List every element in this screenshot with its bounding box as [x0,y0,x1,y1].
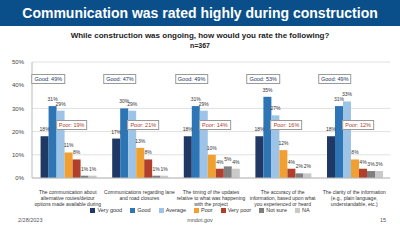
svg-text:18%: 18% [326,126,337,132]
html-text:While construction was ongoing: While construction was ongoing, how woul… [70,31,330,40]
html-text:n=367: n=367 [190,42,210,49]
html-text:Poor: 12%: Poor: 12% [345,122,371,128]
svg-text:27%: 27% [270,105,281,111]
html-text:Communication was rated highly: Communication was rated highly during co… [22,5,378,21]
html-text:2/28/2023: 2/28/2023 [18,217,43,223]
svg-text:8%: 8% [145,149,153,155]
svg-text:0%: 0% [15,175,24,181]
svg-text:1%: 1% [89,166,97,172]
svg-text:4%: 4% [232,159,240,165]
svg-text:33%: 33% [342,91,353,97]
html-text:Poor: 16%: Poor: 16% [273,122,300,128]
html-text:Good: 49%: Good: 49% [177,76,206,82]
html-text:Average: Average [165,207,186,213]
svg-text:29%: 29% [127,101,138,107]
svg-text:The clarity of the information: The clarity of the information(e.g., pla… [323,189,386,207]
html-text:Good: 49%: Good: 49% [321,76,349,82]
svg-text:8%: 8% [73,149,81,155]
html-text:Poor: 21%: Poor: 21% [130,122,157,128]
html-text:Not sure: Not sure [266,207,287,213]
html-text:Poor: 14%: Poor: 14% [202,122,228,128]
svg-text:1%: 1% [153,166,161,172]
svg-text:10%: 10% [12,152,25,158]
svg-text:29%: 29% [199,101,210,107]
svg-text:8%: 8% [351,149,359,155]
html-text:Poor: Poor [201,207,213,213]
svg-text:13%: 13% [135,138,146,144]
svg-text:4%: 4% [288,159,296,165]
svg-text:50%: 50% [12,59,25,65]
svg-text:11%: 11% [64,142,74,148]
svg-text:2%: 2% [296,163,304,169]
svg-text:1%: 1% [161,166,169,172]
html-text:Good: 47%: Good: 47% [106,76,134,82]
svg-text:20%: 20% [12,129,25,135]
svg-text:18%: 18% [40,126,51,132]
svg-text:31%: 31% [47,96,58,103]
html-text:Poor: 19%: Poor: 19% [58,122,85,128]
svg-text:2%: 2% [304,163,312,169]
svg-text:30%: 30% [119,98,130,105]
svg-text:Communications regarding lanea: Communications regarding laneand road cl… [104,189,175,201]
html-text:Good: 49%: Good: 49% [34,76,63,82]
svg-text:29%: 29% [56,101,67,107]
svg-text:5%: 5% [224,156,232,162]
svg-text:The accuracy of theinformation: The accuracy of theinformation, based up… [250,189,316,207]
svg-text:3%: 3% [367,161,375,167]
svg-text:1%: 1% [81,166,89,172]
svg-text:18%: 18% [183,126,194,132]
svg-text:10%: 10% [207,145,218,151]
html-text:Very good: Very good [97,207,123,213]
svg-text:31%: 31% [190,96,201,103]
svg-text:3%: 3% [375,161,383,167]
svg-text:35%: 35% [262,87,273,93]
svg-text:4%: 4% [359,159,367,165]
html-text:15: 15 [379,217,386,223]
html-text:Very poor: Very poor [227,207,252,213]
html-text:Good: Good [137,207,151,213]
svg-text:The timing of the updatesrelat: The timing of the updatesrelative to wha… [177,189,246,207]
svg-text:12%: 12% [278,140,289,146]
html-text:Good: 53%: Good: 53% [249,76,277,82]
svg-text:The communication aboutalterna: The communication aboutalternative route… [35,189,102,208]
svg-text:40%: 40% [12,82,25,88]
svg-text:30%: 30% [12,106,25,112]
svg-text:4%: 4% [216,159,224,165]
svg-text:17%: 17% [111,129,122,135]
svg-text:18%: 18% [254,126,265,132]
html-text:mndot.gov: mndot.gov [187,217,213,223]
svg-text:31%: 31% [334,96,344,103]
html-text:NA: NA [302,207,310,213]
